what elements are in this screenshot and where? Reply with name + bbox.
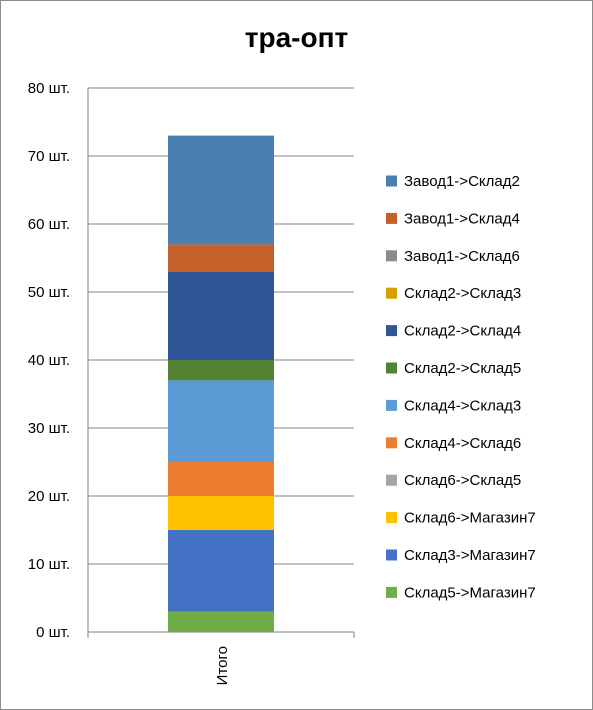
legend-swatch bbox=[386, 287, 397, 299]
legend-swatch bbox=[386, 512, 397, 524]
legend-label: Завод1->Склад6 bbox=[404, 248, 520, 265]
bar-segment bbox=[168, 271, 274, 360]
legend-swatch bbox=[386, 399, 397, 411]
legend-swatch bbox=[386, 175, 397, 187]
y-tick-label: 70 шт. bbox=[28, 148, 70, 165]
legend-label: Завод1->Склад2 bbox=[404, 173, 520, 190]
bar-segment bbox=[168, 611, 274, 632]
chart-title: тра-опт bbox=[244, 22, 349, 53]
y-tick-label: 60 шт. bbox=[28, 216, 70, 233]
y-tick-label: 30 шт. bbox=[28, 420, 70, 437]
legend-swatch bbox=[386, 549, 397, 561]
y-tick-label: 0 шт. bbox=[36, 624, 70, 641]
y-tick-label: 20 шт. bbox=[28, 488, 70, 505]
bar-segment bbox=[168, 135, 274, 245]
legend-label: Склад6->Магазин7 bbox=[404, 510, 536, 527]
legend-label: Склад5->Магазин7 bbox=[404, 584, 536, 601]
legend-swatch bbox=[386, 474, 397, 486]
bar-segment bbox=[168, 496, 274, 530]
legend-label: Склад6->Склад5 bbox=[404, 472, 521, 489]
legend-swatch bbox=[386, 437, 397, 449]
legend-label: Склад4->Склад6 bbox=[404, 435, 521, 452]
legend-label: Склад2->Склад3 bbox=[404, 285, 521, 302]
legend-label: Склад2->Склад4 bbox=[404, 323, 521, 340]
legend-swatch bbox=[386, 586, 397, 598]
y-tick-label: 40 шт. bbox=[28, 352, 70, 369]
y-tick-label: 10 шт. bbox=[28, 556, 70, 573]
bar-segment bbox=[168, 462, 274, 496]
legend-swatch bbox=[386, 212, 397, 224]
bar-segment bbox=[168, 360, 274, 381]
bar-segment bbox=[168, 380, 274, 462]
legend-swatch bbox=[386, 325, 397, 337]
legend-label: Склад4->Склад3 bbox=[404, 397, 521, 414]
legend-swatch bbox=[386, 250, 397, 262]
legend-label: Склад3->Магазин7 bbox=[404, 547, 536, 564]
x-category-label: Итого bbox=[214, 646, 231, 685]
legend-swatch bbox=[386, 362, 397, 374]
legend-label: Склад2->Склад5 bbox=[404, 360, 521, 377]
bar-segment bbox=[168, 244, 274, 272]
legend-label: Завод1->Склад4 bbox=[404, 210, 520, 227]
y-tick-label: 50 шт. bbox=[28, 284, 70, 301]
y-tick-label: 80 шт. bbox=[28, 80, 70, 97]
bar-segment bbox=[168, 530, 274, 612]
